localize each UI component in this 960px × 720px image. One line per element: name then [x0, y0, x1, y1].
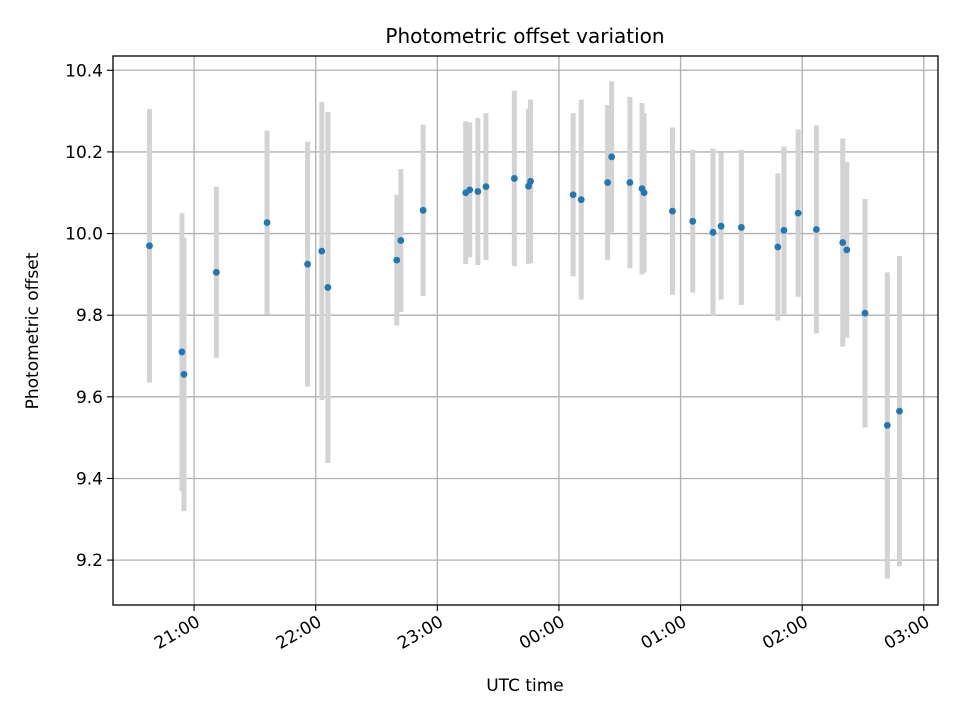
data-point [482, 183, 490, 191]
data-point [466, 186, 474, 194]
data-point [146, 242, 153, 250]
y-tick-label: 9.6 [76, 388, 103, 408]
data-point [896, 407, 903, 415]
data-point [510, 175, 518, 182]
x-tick-label: 03:00 [881, 612, 933, 654]
data-point [780, 226, 788, 234]
data-point [669, 207, 676, 215]
y-axis-title: Photometric offset [23, 252, 43, 409]
y-tick-label: 10.2 [65, 143, 103, 163]
x-tick-label: 02:00 [759, 612, 811, 654]
x-tick-label: 01:00 [638, 612, 690, 654]
data-point [527, 177, 534, 185]
data-point [737, 224, 745, 231]
x-tick-label: 22:00 [273, 612, 325, 654]
data-point [318, 247, 326, 255]
data-point [304, 260, 311, 268]
data-point [212, 268, 220, 276]
data-point [419, 206, 427, 214]
data-point [774, 243, 782, 251]
data-point [577, 196, 585, 204]
x-tick-label: 23:00 [394, 612, 446, 654]
x-axis-title: UTC time [486, 676, 564, 696]
data-point [839, 239, 847, 246]
data-point [709, 228, 717, 236]
data-point [812, 226, 820, 233]
data-point [263, 219, 271, 226]
data-point [794, 209, 802, 217]
plot-frame [112, 55, 939, 606]
x-tick-label: 00:00 [516, 612, 568, 654]
data-point [640, 189, 648, 197]
data-point [608, 153, 616, 161]
x-tick-label: 21:00 [151, 612, 203, 654]
data-point [861, 309, 869, 317]
data-point [883, 422, 891, 429]
data-point [689, 217, 697, 225]
y-tick-label: 9.8 [76, 306, 103, 326]
data-point [604, 179, 611, 186]
data-point [569, 191, 577, 199]
data-point [626, 179, 634, 186]
data-point [324, 284, 332, 291]
chart-title: Photometric offset variation [385, 24, 664, 48]
tick-layer: 21:00 22:00 23:00 00:00 01:00 02:00 03:00 9.2 9.… [65, 61, 933, 654]
y-tick-label: 10.0 [65, 225, 103, 245]
y-tick-label: 10.4 [65, 61, 103, 81]
data-point [474, 188, 482, 195]
data-point [393, 256, 401, 264]
data-point [180, 370, 188, 378]
data-point [843, 246, 851, 254]
y-tick-label: 9.4 [76, 469, 103, 489]
errorbar-layer [146, 81, 902, 579]
data-point [397, 237, 405, 244]
y-tick-label: 9.2 [76, 551, 103, 571]
data-point [178, 348, 186, 356]
point-layer [146, 153, 903, 429]
data-point [717, 222, 725, 230]
